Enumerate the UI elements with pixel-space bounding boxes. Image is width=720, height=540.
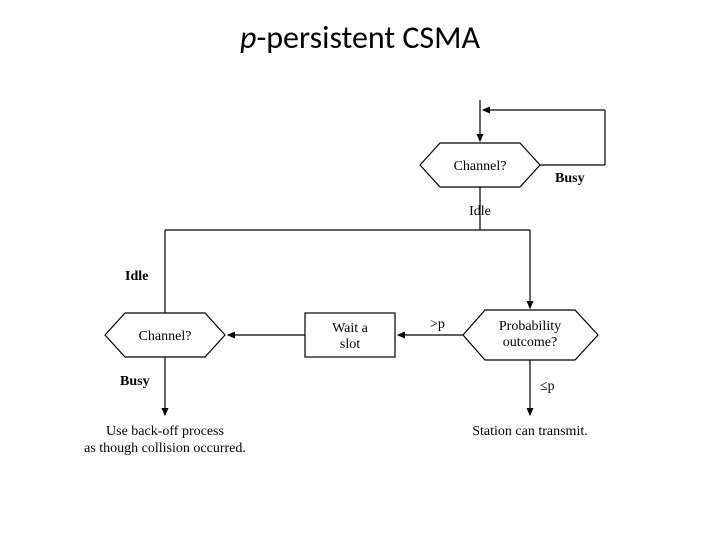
label-idle-left: Idle	[125, 269, 148, 284]
title-rest: -persistent CSMA	[256, 18, 480, 57]
title-prefix: p	[240, 18, 256, 57]
page-title: p-persistent CSMA	[0, 0, 720, 57]
label-busy-top: Busy	[555, 171, 585, 186]
label-prob2: outcome?	[503, 335, 557, 350]
label-prob1: Probability	[499, 319, 561, 334]
label-channel-left: Channel?	[139, 329, 192, 344]
label-backoff2: as though collision occurred.	[84, 441, 246, 456]
label-wait2: slot	[340, 337, 360, 352]
flowchart: Channel? Busy Idle Probability outcome? …	[60, 70, 680, 520]
label-busy-left: Busy	[120, 374, 150, 389]
label-backoff1: Use back-off process	[106, 424, 224, 439]
label-transmit: Station can transmit.	[472, 424, 587, 439]
label-wait1: Wait a	[332, 321, 369, 336]
label-channel-top: Channel?	[454, 159, 507, 174]
label-gtp: >p	[430, 317, 445, 332]
label-idle-top: Idle	[469, 204, 491, 219]
label-lep: ≤p	[540, 379, 555, 394]
